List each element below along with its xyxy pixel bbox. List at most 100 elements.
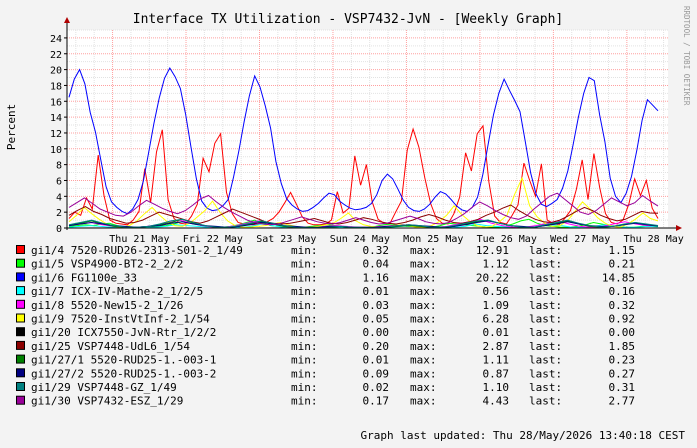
plot-canvas xyxy=(67,30,668,228)
x-tick-label: Sun 24 May xyxy=(330,234,390,245)
legend-min-value: 0.04 xyxy=(363,258,390,271)
legend-last-value: 0.23 xyxy=(609,354,636,367)
legend-max-value: 4.43 xyxy=(483,395,510,408)
legend-min-value: 1.16 xyxy=(363,271,390,284)
x-axis-arrow xyxy=(676,225,682,231)
y-tick-label: 24 xyxy=(50,34,62,45)
legend-min-value: 0.17 xyxy=(363,395,390,408)
legend-last-label: last: xyxy=(529,326,562,339)
last-updated: Graph last updated: Thu 28/May/2026 13:4… xyxy=(360,429,685,442)
legend-min-label: min: xyxy=(291,244,318,257)
legend-min-value: 0.03 xyxy=(363,299,390,312)
y-tick-label: 8 xyxy=(56,161,62,172)
legend-last-value: 0.27 xyxy=(609,367,636,380)
legend-min-label: min: xyxy=(291,367,318,380)
legend-last-value: 2.77 xyxy=(609,395,636,408)
legend-max-value: 20.22 xyxy=(476,271,509,284)
legend-swatch xyxy=(16,245,25,254)
legend-min-label: min: xyxy=(291,381,318,394)
legend-min-label: min: xyxy=(291,326,318,339)
legend-min-value: 0.32 xyxy=(363,244,390,257)
legend-swatch xyxy=(16,272,25,282)
legend-min-value: 0.01 xyxy=(363,354,390,367)
legend-last-value: 14.85 xyxy=(602,271,635,284)
x-tick-label: Fri 22 May xyxy=(183,234,243,245)
legend-series-name: gi1/8 5520-New15-2_1/26 xyxy=(31,299,183,312)
y-tick-label: 18 xyxy=(50,81,62,92)
legend-last-label: last: xyxy=(529,299,562,312)
axes xyxy=(64,17,682,231)
legend-max-value: 0.01 xyxy=(483,326,510,339)
legend-swatch xyxy=(16,286,25,296)
legend-swatch xyxy=(16,340,25,350)
series-line xyxy=(68,66,659,215)
legend-max-value: 6.28 xyxy=(483,313,510,326)
y-tick-label: 12 xyxy=(50,129,62,140)
legend-min-value: 0.00 xyxy=(363,326,390,339)
legend-max-label: max: xyxy=(410,381,437,394)
legend-series-name: gi1/27/2 5520-RUD25-1.-003-2 xyxy=(31,367,216,380)
legend-max-value: 1.10 xyxy=(483,381,510,394)
legend-max-value: 0.87 xyxy=(483,367,510,380)
x-tick-label: Wed 27 May xyxy=(550,234,610,245)
y-axis-label: Percent xyxy=(5,104,18,150)
legend-last-label: last: xyxy=(529,313,562,326)
legend-swatch xyxy=(16,299,25,309)
legend-last-label: last: xyxy=(529,258,562,271)
legend-max-value: 2.87 xyxy=(483,340,510,353)
x-tick-label: Mon 25 May xyxy=(403,234,463,245)
y-tick-label: 22 xyxy=(50,50,62,61)
legend-max-value: 1.11 xyxy=(483,354,510,367)
legend-series-name: gi1/27/1 5520-RUD25-1.-003-1 xyxy=(31,354,216,367)
legend-swatch xyxy=(16,368,25,378)
legend-last-value: 0.32 xyxy=(609,299,636,312)
legend-series-name: gi1/7 ICX-IV-Mathe-2_1/2/5 xyxy=(31,285,203,298)
legend-min-label: min: xyxy=(291,340,318,353)
y-tick-label: 2 xyxy=(56,208,62,219)
series-line xyxy=(68,204,659,225)
legend-max-label: max: xyxy=(410,299,437,312)
legend-max-label: max: xyxy=(410,258,437,271)
legend-min-value: 0.02 xyxy=(363,381,390,394)
legend-table: gi1/4 7520-RUD26-2313-S01-2_1/49 min: 0.32… xyxy=(16,244,636,408)
legend-min-value: 0.20 xyxy=(363,340,390,353)
legend-min-label: min: xyxy=(291,313,318,326)
legend-series-name: gi1/25 VSP7448-UdL6_1/54 xyxy=(31,340,190,353)
legend-series-name: gi1/5 VSP4900-BT2-2_2/2 xyxy=(31,258,183,271)
legend-max-value: 0.56 xyxy=(483,285,510,298)
legend-last-label: last: xyxy=(529,271,562,284)
y-tick-label: 14 xyxy=(50,113,62,124)
legend-min-label: min: xyxy=(291,271,318,284)
legend-swatch xyxy=(16,354,25,364)
y-tick-label: 4 xyxy=(56,192,62,203)
legend-max-label: max: xyxy=(410,244,437,257)
side-label: RRDTOOL / TOBI OETIKER xyxy=(682,6,691,106)
x-tick-label: Tue 26 May xyxy=(477,234,537,245)
series-line xyxy=(68,192,659,226)
legend-last-value: 1.85 xyxy=(609,340,636,353)
legend-last-value: 0.16 xyxy=(609,285,636,298)
legend-swatch xyxy=(16,258,25,268)
y-tick-label: 20 xyxy=(50,66,62,77)
legend-series-name: gi1/20 ICX7550-JvN-Rtr_1/2/2 xyxy=(31,326,216,339)
y-tick-label: 6 xyxy=(56,176,62,187)
legend-series-name: gi1/29 VSP7448-GZ_1/49 xyxy=(31,381,177,394)
y-tick-label: 10 xyxy=(50,145,62,156)
legend-last-value: 0.31 xyxy=(609,381,636,394)
y-tick-label: 16 xyxy=(50,97,62,108)
legend-min-value: 0.05 xyxy=(363,313,390,326)
y-axis-arrow xyxy=(64,17,70,23)
legend-swatch xyxy=(16,382,25,391)
legend-max-label: max: xyxy=(410,326,437,339)
x-tick-labels: Thu 21 May Fri 22 May Sat 23 May Sun 24 May… xyxy=(109,234,684,245)
legend-last-value: 0.21 xyxy=(609,258,636,271)
legend-series-name: gi1/30 VSP7432-ESZ_1/29 xyxy=(31,395,183,408)
y-tick-label: 0 xyxy=(56,224,62,235)
legend-series-name: gi1/9 7520-InstVtInf-2_1/54 xyxy=(31,313,210,326)
series-line xyxy=(68,124,659,226)
legend-swatch xyxy=(16,313,25,323)
legend-last-value: 1.15 xyxy=(609,244,636,257)
legend-last-label: last: xyxy=(529,395,562,408)
